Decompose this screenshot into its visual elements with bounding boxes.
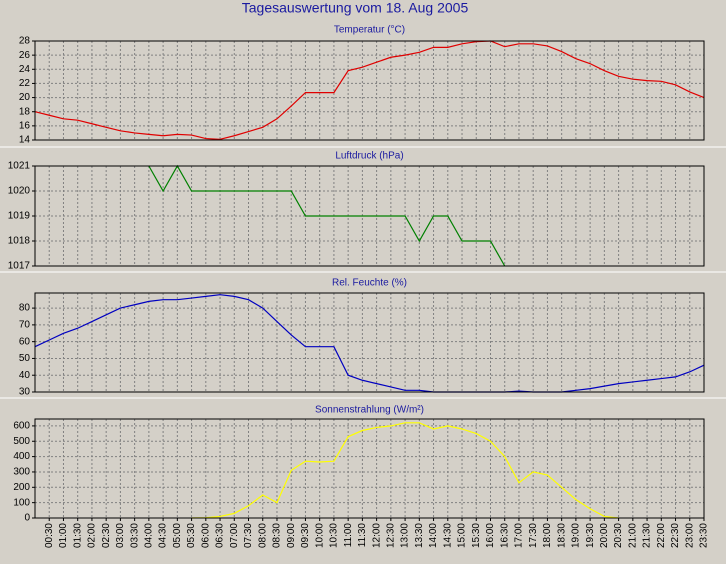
x-tick-label: 07:30: [243, 523, 254, 548]
x-tick-label: 03:30: [129, 523, 140, 548]
y-tick-label: 16: [19, 120, 31, 131]
x-tick-label: 11:30: [357, 523, 368, 548]
plot-border: [34, 292, 705, 393]
x-tick-label: 05:00: [172, 523, 183, 548]
y-tick-label: 1020: [8, 186, 31, 197]
y-tick-label: 600: [13, 421, 30, 432]
x-tick-label: 20:00: [599, 523, 610, 548]
x-tick-label: 17:00: [514, 523, 525, 548]
y-tick-label: 70: [19, 320, 31, 331]
x-tick-label: 20:30: [613, 523, 624, 548]
x-tick-label: 10:00: [314, 523, 325, 548]
y-tick-label: 28: [19, 36, 31, 47]
x-tick-label: 04:00: [144, 523, 155, 548]
plot-border: [34, 40, 705, 141]
x-tick-label: 11:00: [343, 523, 354, 548]
y-tick-label: 22: [19, 78, 31, 89]
x-tick-label: 07:00: [229, 523, 240, 548]
y-tick-label: 24: [19, 64, 31, 75]
x-tick-label: 12:30: [385, 523, 396, 548]
x-tick-label: 22:00: [656, 523, 667, 548]
x-tick-label: 22:30: [670, 523, 681, 548]
y-tick-label: 18: [19, 106, 31, 117]
y-tick-label: 20: [19, 92, 31, 103]
x-tick-label: 16:00: [485, 523, 496, 548]
x-tick-label: 18:30: [556, 523, 567, 548]
x-tick-label: 08:30: [272, 523, 283, 548]
x-tick-label: 19:00: [571, 523, 582, 548]
y-tick-label: 1021: [8, 161, 31, 172]
x-tick-label: 06:30: [215, 523, 226, 548]
x-tick-label: 01:30: [72, 523, 83, 548]
x-tick-label: 02:00: [87, 523, 98, 548]
y-tick-label: 500: [13, 436, 30, 447]
x-tick-label: 23:00: [684, 523, 695, 548]
panel-title: Temperatur (°C): [334, 25, 405, 36]
x-tick-label: 09:30: [300, 523, 311, 548]
y-tick-label: 400: [13, 451, 30, 462]
x-tick-label: 08:00: [257, 523, 268, 548]
x-tick-label: 02:30: [101, 523, 112, 548]
panel-title: Luftdruck (hPa): [335, 151, 403, 162]
plot-area: [35, 41, 704, 140]
x-tick-label: 09:00: [286, 523, 297, 548]
plot-area: [35, 419, 704, 518]
panel-title: Rel. Feuchte (%): [332, 278, 407, 289]
plot-border: [34, 165, 705, 267]
y-tick-label: 26: [19, 50, 31, 61]
x-tick-label: 14:30: [442, 523, 453, 548]
y-tick-label: 40: [19, 370, 31, 381]
y-tick-label: 80: [19, 303, 31, 314]
line: [34, 294, 705, 393]
x-tick-label: 15:00: [457, 523, 468, 548]
chart-title: Tagesauswertung vom 18. Aug 2005: [242, 0, 469, 16]
x-tick-label: 13:30: [414, 523, 425, 548]
x-tick-label: 15:30: [471, 523, 482, 548]
y-tick-label: 100: [13, 497, 30, 508]
x-tick-label: 01:00: [58, 523, 69, 548]
line: [191, 422, 619, 519]
line: [148, 164, 506, 267]
y-tick-label: 300: [13, 467, 30, 478]
x-tick-label: 10:30: [329, 523, 340, 548]
y-tick-label: 60: [19, 336, 31, 347]
x-tick-label: 13:00: [400, 523, 411, 548]
y-tick-label: 1019: [8, 211, 31, 222]
y-tick-label: 50: [19, 353, 31, 364]
y-tick-label: 0: [24, 513, 30, 524]
x-tick-label: 12:00: [371, 523, 382, 548]
x-tick-label: 21:30: [642, 523, 653, 548]
y-tick-label: 30: [19, 387, 31, 398]
y-tick-label: 1018: [8, 236, 31, 247]
x-tick-label: 06:00: [200, 523, 211, 548]
x-tick-label: 05:30: [186, 523, 197, 548]
plot-border: [34, 418, 705, 519]
panel-title: Sonnenstrahlung (W/m²): [315, 405, 424, 416]
x-tick-label: 18:00: [542, 523, 553, 548]
x-tick-label: 17:30: [528, 523, 539, 548]
x-tick-label: 16:30: [499, 523, 510, 548]
x-tick-label: 23:30: [699, 523, 710, 548]
x-tick-label: 04:30: [158, 523, 169, 548]
x-tick-label: 14:00: [428, 523, 439, 548]
x-tick-label: 03:00: [115, 523, 126, 548]
x-tick-label: 19:30: [585, 523, 596, 548]
x-tick-label: 21:00: [627, 523, 638, 548]
y-tick-label: 1017: [8, 261, 31, 272]
line: [34, 40, 705, 140]
y-tick-label: 14: [19, 135, 31, 146]
y-tick-label: 200: [13, 482, 30, 493]
x-tick-label: 00:30: [44, 523, 55, 548]
